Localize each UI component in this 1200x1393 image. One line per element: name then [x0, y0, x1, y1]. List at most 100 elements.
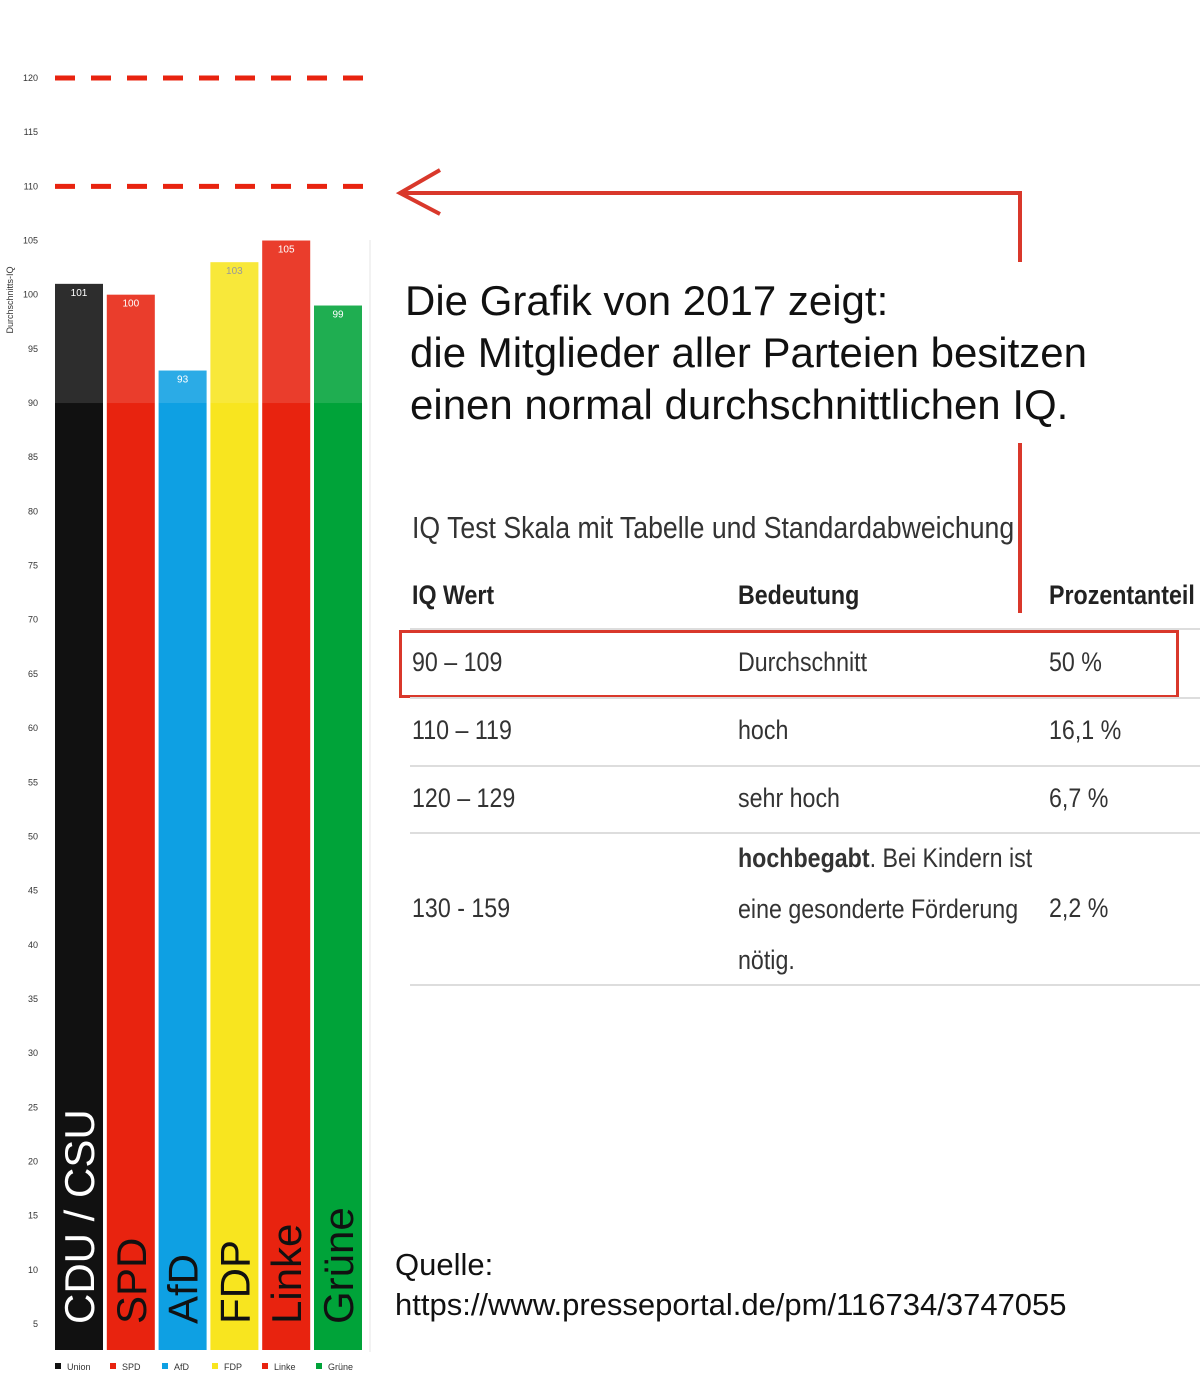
cell-iq-range: 90 – 109	[412, 647, 503, 677]
cell-iq-range: 110 – 119	[412, 715, 512, 745]
bar-highlight	[55, 283, 103, 404]
table-header-iq: IQ Wert	[412, 580, 495, 610]
headline: Die Grafik von 2017 zeigt: die Mitgliede…	[405, 275, 1087, 431]
cell-meaning-line-2: eine gesonderte Förderung	[738, 894, 1019, 924]
legend-label: AfD	[174, 1362, 190, 1372]
legend-swatch	[212, 1363, 218, 1369]
y-tick-label: 45	[28, 886, 38, 896]
y-tick-label: 95	[28, 344, 38, 354]
bar-afd	[158, 370, 207, 1350]
y-tick-label: 85	[28, 452, 38, 462]
legend-swatch	[262, 1363, 268, 1369]
category-label: CDU / CSU	[56, 1109, 103, 1324]
y-tick-label: 5	[33, 1319, 38, 1329]
y-tick-label: 25	[28, 1102, 38, 1112]
y-axis-label: Durchschnitts-IQ	[5, 266, 15, 333]
y-tick-label: 65	[28, 669, 38, 679]
y-tick-label: 20	[28, 1156, 38, 1166]
y-tick-label: 10	[28, 1265, 38, 1275]
bar-highlight	[262, 240, 311, 404]
legend-swatch	[316, 1363, 322, 1369]
y-tick-label: 120	[23, 73, 38, 83]
bar-highlight	[314, 305, 362, 404]
y-tick-label: 75	[28, 561, 38, 571]
cell-iq-range: 120 – 129	[412, 783, 516, 813]
bar-highlight	[210, 262, 259, 404]
reference-lines	[55, 75, 370, 189]
y-tick-label: 110	[24, 181, 38, 191]
bar-grüne	[314, 305, 362, 1351]
cell-iq-range: 130 - 159	[412, 893, 511, 923]
y-tick-label: 90	[28, 398, 38, 408]
y-tick-label: 15	[28, 1211, 38, 1221]
source-url: https://www.presseportal.de/pm/116734/37…	[395, 1287, 1067, 1322]
headline-line-1: Die Grafik von 2017 zeigt:	[405, 277, 889, 324]
bar-chart: 5 10 15 20 25 30 35 40 45 50 55 60 65 70 75 80 85 90 95 100…	[5, 60, 371, 1372]
y-tick-label: 35	[28, 994, 38, 1004]
table-divider	[410, 697, 1200, 699]
cell-meaning-rest: . Bei Kindern ist	[869, 843, 1033, 873]
bar-highlight	[106, 294, 155, 404]
legend-label: Grüne	[328, 1362, 353, 1372]
source-label: Quelle:	[395, 1247, 494, 1282]
y-tick-label: 115	[24, 127, 38, 137]
annotation-connector-line	[1018, 443, 1022, 613]
category-label: FDP	[211, 1240, 258, 1324]
cell-meaning: hoch	[738, 715, 789, 745]
legend-label: Union	[67, 1362, 91, 1372]
source-note: Quelle: https://www.presseportal.de/pm/1…	[395, 1245, 1067, 1325]
y-tick-label: 30	[28, 1048, 38, 1058]
cell-meaning: sehr hoch	[738, 783, 840, 813]
y-tick-label: 70	[28, 615, 38, 625]
y-tick-label: 40	[28, 940, 38, 950]
bar-value-label: 105	[278, 245, 295, 256]
cell-meaning-line-1: hochbegabt. Bei Kindern ist	[738, 843, 1032, 874]
chart-bars: 101 CDU / CSU 100 SPD 93 AfD 103 FDP 105 Linke 99 G…	[55, 240, 362, 1351]
cell-percent: 6,7 %	[1049, 783, 1109, 813]
legend-label: Linke	[274, 1362, 296, 1372]
category-label: Linke	[263, 1224, 310, 1324]
headline-line-2: die Mitglieder aller Parteien besitzen	[410, 329, 1088, 376]
y-tick-label: 60	[28, 723, 38, 733]
bar-value-label: 101	[71, 288, 88, 299]
y-tick-label: 80	[28, 506, 38, 516]
table-divider	[410, 832, 1200, 834]
bar-highlight	[158, 370, 207, 404]
bar-value-label: 100	[122, 299, 139, 310]
legend-label: SPD	[122, 1362, 141, 1372]
cell-meaning-bold: hochbegabt	[738, 843, 870, 873]
cell-percent: 16,1 %	[1049, 715, 1122, 745]
category-label: SPD	[108, 1238, 155, 1324]
cell-meaning: Durchschnitt	[738, 647, 868, 677]
bar-fdp	[210, 262, 259, 1351]
bar-value-label: 93	[177, 375, 189, 386]
legend-swatch	[110, 1363, 116, 1369]
legend-swatch	[162, 1363, 168, 1369]
highlight-box	[399, 630, 1179, 698]
legend-label: FDP	[224, 1362, 242, 1372]
bar-spd	[106, 294, 155, 1350]
category-label: Grüne	[315, 1207, 362, 1324]
y-tick-label: 50	[28, 831, 38, 841]
bar-value-label: 103	[226, 266, 243, 277]
table-divider	[410, 984, 1200, 986]
cell-percent: 50 %	[1049, 647, 1102, 677]
category-label: AfD	[160, 1254, 207, 1324]
table-title: IQ Test Skala mit Tabelle und Standardab…	[412, 510, 1015, 545]
y-tick-label: 105	[23, 236, 38, 246]
table-divider	[410, 765, 1200, 767]
table-header-percent: Prozentanteil	[1049, 580, 1195, 610]
chart-legend: Union SPD AfD FDP Linke Grüne	[55, 1362, 353, 1372]
bar-value-label: 99	[332, 310, 344, 321]
bar-union	[55, 283, 103, 1351]
cell-percent: 2,2 %	[1049, 893, 1109, 923]
bar-linke	[262, 240, 311, 1351]
y-tick-label: 100	[23, 290, 38, 300]
y-tick-label: 55	[28, 777, 38, 787]
legend-swatch	[55, 1363, 61, 1369]
headline-line-3: einen normal durchschnittlichen IQ.	[410, 381, 1069, 428]
table-header-meaning: Bedeutung	[738, 580, 860, 610]
cell-meaning-line-3: nötig.	[738, 945, 795, 975]
table-divider	[410, 628, 1200, 630]
